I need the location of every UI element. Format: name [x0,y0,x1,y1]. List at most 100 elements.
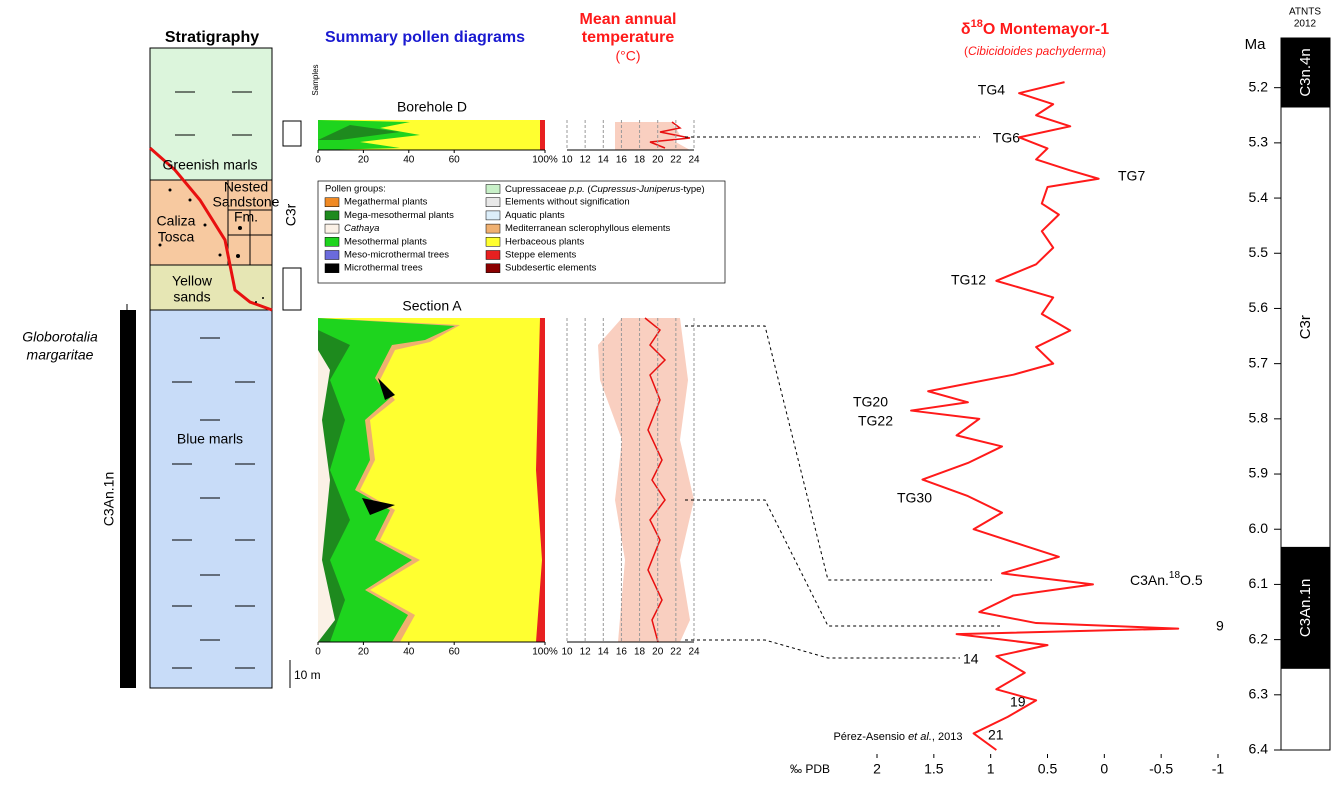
x-tick-label: 100% [532,647,558,658]
x-tick-label: 0 [315,647,321,658]
legend-label-part: Cupressaceae [505,184,569,195]
legend-label: Elements without signification [505,197,630,208]
x-tick-label: 0 [315,155,321,166]
legend-label: Subdesertic elements [505,263,597,274]
x-tick-label: 18 [634,647,646,658]
panel-title: Section A [402,298,462,314]
y-tick-label: 6.2 [1249,630,1269,646]
strat-column [120,48,272,688]
legend-swatch [486,198,500,207]
x-tick-label: 60 [449,647,461,658]
x-tick-label: 22 [670,155,682,166]
legend-label-part: p.p. [568,184,585,195]
borehole-box [283,268,301,310]
x-tick-label: 10 [561,155,573,166]
unit-label: Nested [224,179,268,195]
y-tick-label: 5.8 [1249,410,1269,426]
event-label: TG30 [897,490,932,506]
x-tick-label: 40 [403,155,415,166]
y-tick-label: 6.4 [1249,741,1269,757]
unit-label: Fm. [234,209,258,225]
chron [1281,668,1330,750]
legend-swatch [325,211,339,220]
x-tick-label: 10 [561,647,573,658]
chart-subtitle: (Cibicidoides pachyderma) [964,44,1106,58]
scale-label: 10 m [294,668,321,682]
x-tick-label: 20 [358,647,370,658]
x-tick-label: 14 [598,155,610,166]
y-tick-label: 5.6 [1249,299,1269,315]
x-tick-label: -1 [1212,761,1225,777]
x-tick-label: 100% [532,155,558,166]
legend-swatch [486,185,500,194]
chart-title: δ18O Montemayor-1 [961,18,1109,38]
chron-label: C3An.1n [1297,579,1314,637]
legend-label-part: Cupressus-Juniperus [591,184,681,195]
x-tick-label: 1.5 [924,761,944,777]
legend-swatch [325,224,339,233]
legend-title: Pollen groups: [325,184,386,195]
legend-label: Mesothermal plants [344,236,427,247]
legend-label: Mega-mesothermal plants [344,210,454,221]
x-tick-label: 12 [580,647,592,658]
legend-label: Mediterranean sclerophyllous elements [505,223,671,234]
legend-swatch [325,198,339,207]
legend-swatch [486,211,500,220]
heading: temperature [582,29,675,46]
x-tick-label: 0 [1100,761,1108,777]
event-label: TG12 [951,272,986,288]
legend-label: Meso-microthermal trees [344,250,449,261]
unit-label: Tosca [158,229,195,245]
x-tick-label: 16 [616,155,628,166]
heading: Summary pollen diagrams [325,29,525,46]
heading: Mean annual [580,11,677,28]
legend-label: Herbaceous plants [505,236,584,247]
event-label: TG7 [1118,168,1145,184]
x-tick-label: 24 [688,155,700,166]
legend-swatch [486,224,500,233]
unit-label: Greenish marls [163,157,258,173]
heading: (°C) [615,48,640,64]
legend-swatch [486,251,500,260]
unit-label: Blue marls [177,431,243,447]
x-tick-label: 14 [598,647,610,658]
heading: Stratigraphy [165,29,259,46]
legend-swatch [486,264,500,273]
event-label: TG22 [858,413,893,429]
event-label: C3An.18O.5 [1130,570,1203,588]
y-tick-label: 6.0 [1249,520,1269,536]
unit-label: Caliza [157,213,196,229]
foram-label: margaritae [27,347,94,363]
x-axis-label: ‰ PDB [790,762,830,776]
figure: Stratigraphy Summary pollen diagrams Mea… [0,0,1333,780]
x-tick-label: 40 [403,647,415,658]
legend-swatch [325,264,339,273]
chron-label: C3r [1297,315,1314,339]
x-tick-label: 16 [616,647,628,658]
unit-label: Yellow [172,273,213,289]
x-tick-label: 22 [670,647,682,658]
x-tick-label: 12 [580,155,592,166]
y-axis-label: Ma [1245,36,1266,53]
legend-label: Steppe elements [505,250,577,261]
chron-label: C3n.4n [1297,48,1314,96]
event-label: TG20 [853,394,888,410]
panel-title: Borehole D [397,99,467,115]
x-tick-label: 18 [634,155,646,166]
legend-label: Cathaya [344,223,379,234]
legend-label-part: -type) [680,184,704,195]
borehole-box [283,121,301,146]
chron-label: C3r [283,203,299,226]
y-tick-label: 6.1 [1249,575,1269,591]
timescale-title: ATNTS [1289,7,1321,18]
event-label: TG4 [978,82,1005,98]
event-label: 21 [988,727,1004,743]
unit-label: Sandstone [213,194,280,210]
unit-label: sands [173,289,210,305]
x-tick-label: 20 [652,155,664,166]
event-label: 14 [963,651,979,667]
event-label: 9 [1216,618,1224,634]
timescale-title: 2012 [1294,19,1317,30]
x-tick-label: 0.5 [1038,761,1058,777]
x-tick-label: -0.5 [1149,761,1173,777]
